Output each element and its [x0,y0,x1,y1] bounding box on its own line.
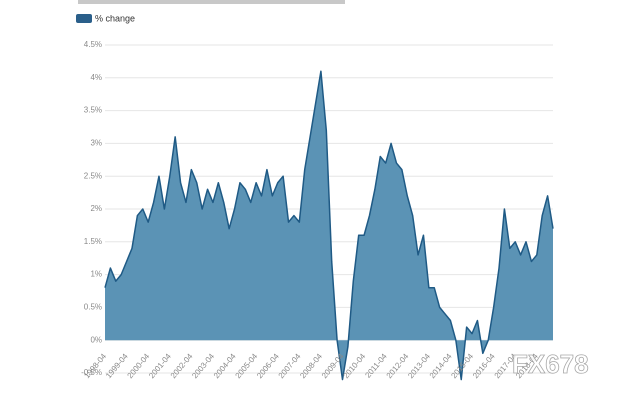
y-tick-label: 0% [90,335,102,344]
y-tick-label: -0.5% [81,368,102,377]
y-tick-label: 3.5% [84,106,102,115]
watermark: FX678 [512,349,589,379]
top-bar [78,0,345,4]
y-tick-label: 0.5% [84,303,102,312]
y-tick-label: 3% [90,139,102,148]
y-tick-label: 4% [90,73,102,82]
area-line [104,70,554,381]
legend-label: % change [95,13,135,23]
y-tick-label: 2% [90,204,102,213]
y-tick-label: 2.5% [84,171,102,180]
area [105,71,553,380]
legend-swatch [76,14,92,23]
y-tick-label: 4.5% [84,40,102,49]
y-tick-label: 1.5% [84,237,102,246]
y-tick-label: 1% [90,270,102,279]
